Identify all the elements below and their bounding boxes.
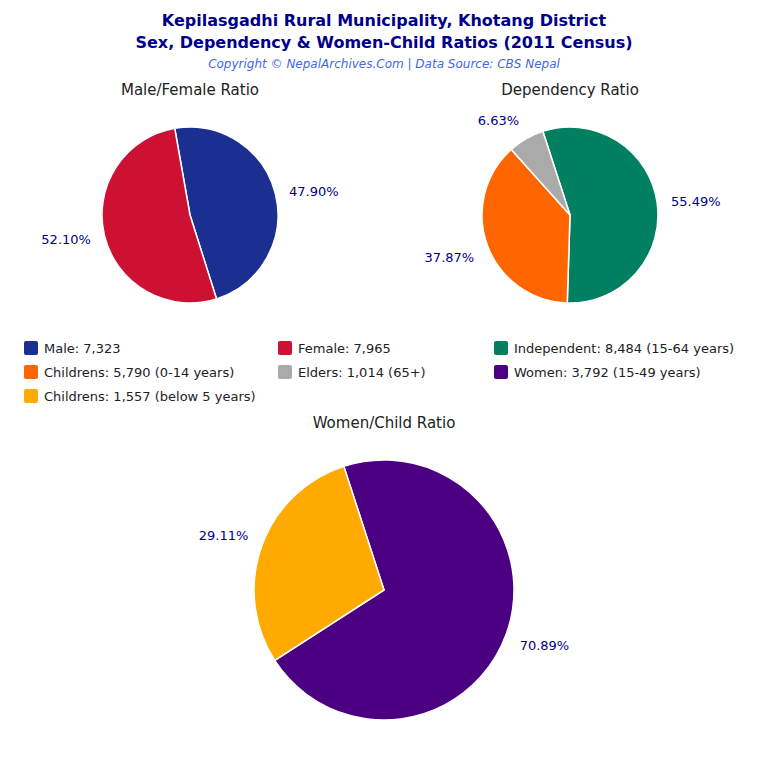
pie-title: Male/Female Ratio — [121, 81, 259, 99]
pie-chart: Dependency Ratio 55.49% 37.87% 6.63% — [425, 81, 721, 303]
legend-entry: Male: 7,323 — [44, 341, 121, 356]
legend-entry: Childrens: 5,790 (0-14 years) — [44, 365, 234, 380]
legend-entry: Female: 7,965 — [298, 341, 391, 356]
pie-slice — [254, 466, 384, 660]
chart-canvas: Kepilasgadhi Rural Municipality, Khotang… — [0, 0, 768, 768]
legend-swatch — [494, 341, 508, 355]
legend-swatch — [278, 365, 292, 379]
legend-swatch — [24, 365, 38, 379]
legend-entry: Independent: 8,484 (15-64 years) — [514, 341, 734, 356]
data-label: 52.10% — [41, 232, 91, 247]
legend-entry: Women: 3,792 (15-49 years) — [514, 365, 701, 380]
legend: Male: 7,323 Female: 7,965 Independent: 8,4… — [24, 341, 734, 404]
legend-swatch — [494, 365, 508, 379]
figure-subtitle: Sex, Dependency & Women-Child Ratios (20… — [135, 33, 632, 52]
pie-title: Women/Child Ratio — [313, 414, 456, 432]
pie-title: Dependency Ratio — [501, 81, 639, 99]
pie-slice — [511, 131, 570, 215]
data-label: 29.11% — [199, 528, 249, 543]
data-label: 6.63% — [478, 113, 519, 128]
pie-chart: Women/Child Ratio 70.89% 29.11% — [199, 414, 569, 720]
figure-title: Kepilasgadhi Rural Municipality, Khotang… — [162, 11, 607, 30]
pie-chart: Male/Female Ratio 47.90% 52.10% — [41, 81, 338, 303]
copyright-note: Copyright © NepalArchives.Com | Data Sou… — [208, 57, 560, 71]
legend-entry: Elders: 1,014 (65+) — [298, 365, 426, 380]
legend-entry: Childrens: 1,557 (below 5 years) — [44, 389, 256, 404]
legend-swatch — [24, 389, 38, 403]
data-label: 70.89% — [520, 638, 570, 653]
data-label: 47.90% — [289, 184, 339, 199]
data-label: 55.49% — [671, 194, 721, 209]
legend-swatch — [278, 341, 292, 355]
legend-swatch — [24, 341, 38, 355]
pie-slice — [102, 128, 217, 303]
data-label: 37.87% — [425, 250, 475, 265]
